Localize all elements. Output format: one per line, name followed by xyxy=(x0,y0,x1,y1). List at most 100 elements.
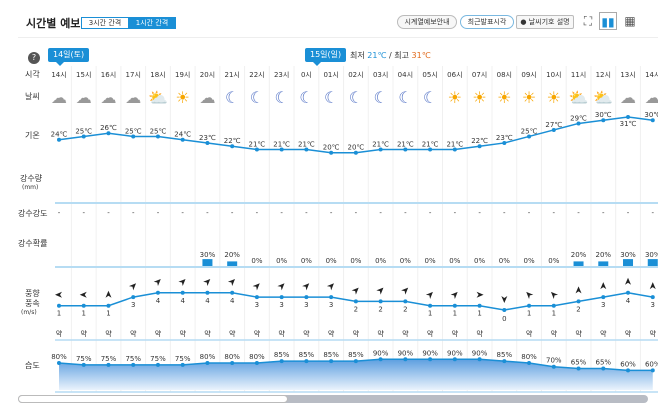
prob-bar xyxy=(202,259,213,266)
wind-strength-label: 약 xyxy=(204,329,211,338)
intensity-value: - xyxy=(355,209,358,217)
date-badge-day1: 14일(토) xyxy=(48,48,90,66)
symbol-legend-button[interactable]: ● 날씨기호 설명 xyxy=(516,15,574,29)
temp-label: 22℃ xyxy=(224,137,241,145)
prob-label: 0% xyxy=(425,257,436,265)
wind-line xyxy=(59,292,653,311)
temp-label: 26℃ xyxy=(100,124,117,132)
hour-label: 14시 xyxy=(645,71,658,79)
sunny-icon: ☀ xyxy=(448,88,462,107)
divider xyxy=(18,37,658,38)
temp-label: 31℃ xyxy=(620,120,637,128)
table-icon[interactable]: ▦ xyxy=(624,14,636,28)
wind-speed-label: 3 xyxy=(279,301,283,309)
humidity-label: 80% xyxy=(521,353,537,361)
row-label-intensity: 강수강도 xyxy=(18,209,48,218)
prob-label: 0% xyxy=(251,257,262,265)
intensity-value: - xyxy=(651,209,654,217)
wind-strength-label: 약 xyxy=(179,329,186,338)
guide-button[interactable]: 시계열예보안내 xyxy=(397,15,457,29)
intensity-value: - xyxy=(404,209,407,217)
temp-label: 21℃ xyxy=(397,140,414,148)
separator: / xyxy=(389,51,392,60)
prob-label: 30% xyxy=(200,251,216,259)
wind-direction-arrow-icon xyxy=(376,287,384,295)
prob-label: 20% xyxy=(571,251,587,259)
wind-speed-label: 1 xyxy=(527,310,531,318)
hour-label: 01시 xyxy=(323,71,338,79)
wind-direction-arrow-icon xyxy=(128,283,137,291)
cloudy-icon: ☁ xyxy=(125,88,141,107)
humidity-point xyxy=(279,359,284,364)
bar-chart-icon[interactable]: ▮▮ xyxy=(599,12,617,30)
wind-direction-arrow-icon xyxy=(105,290,112,298)
wind-speed-label: 1 xyxy=(428,310,432,318)
temp-label: 30℃ xyxy=(644,111,658,119)
wind-speed-label: 3 xyxy=(304,301,308,309)
humidity-label: 85% xyxy=(274,351,290,359)
hour-label: 22시 xyxy=(249,71,264,79)
humidity-point xyxy=(106,362,111,367)
interval-3h-tab[interactable]: 3시간 간격 xyxy=(81,17,129,29)
humidity-label: 75% xyxy=(76,355,92,363)
intensity-value: - xyxy=(157,209,160,217)
clear-night-icon: ☾ xyxy=(299,88,313,107)
prob-label: 0% xyxy=(474,257,485,265)
prob-bar xyxy=(647,259,658,266)
wind-direction-arrow-icon xyxy=(476,291,484,298)
wind-direction-arrow-icon xyxy=(277,283,285,291)
humidity-label: 90% xyxy=(472,349,488,357)
line-chart-icon[interactable]: ⛶ xyxy=(583,14,593,28)
humidity-label: 80% xyxy=(224,353,240,361)
wind-strength-label: 약 xyxy=(551,329,558,338)
wind-speed-label: 4 xyxy=(230,297,235,305)
humidity-label: 90% xyxy=(398,349,414,357)
wind-strength-label: 약 xyxy=(402,329,409,338)
humidity-label: 85% xyxy=(323,351,339,359)
humidity-point xyxy=(180,362,185,367)
wind-speed-label: 4 xyxy=(156,297,161,305)
prob-label: 0% xyxy=(301,257,312,265)
row-label-wind-dir: 풍향 xyxy=(25,289,40,298)
temp-label: 23℃ xyxy=(496,134,513,142)
scrollbar-thumb[interactable] xyxy=(18,395,288,403)
intensity-value: - xyxy=(503,209,506,217)
help-icon[interactable]: ? xyxy=(28,52,40,64)
prob-label: 0% xyxy=(548,257,559,265)
prob-label: 20% xyxy=(224,251,240,259)
clear-night-icon: ☾ xyxy=(398,88,412,107)
humidity-point xyxy=(329,359,334,364)
prob-label: 0% xyxy=(524,257,535,265)
humidity-point xyxy=(131,362,136,367)
hour-label: 15시 xyxy=(76,71,91,79)
humidity-point xyxy=(230,361,235,365)
horizontal-scrollbar[interactable] xyxy=(18,395,648,403)
hour-label: 05시 xyxy=(422,71,437,79)
temp-label: 21℃ xyxy=(273,140,290,148)
temp-label: 25℃ xyxy=(521,127,538,135)
wind-direction-arrow-icon xyxy=(526,291,534,299)
wind-strength-label: 약 xyxy=(105,329,112,338)
intensity-value: - xyxy=(602,209,605,217)
wind-speed-label: 4 xyxy=(205,297,210,305)
wind-strength-label: 약 xyxy=(650,329,657,338)
humidity-point xyxy=(155,362,160,367)
wind-speed-label: 3 xyxy=(255,301,259,309)
prob-label: 0% xyxy=(449,257,460,265)
humidity-label: 75% xyxy=(150,355,166,363)
partly-cloudy-day-icon: ⛅ xyxy=(593,88,613,107)
temp-label: 29℃ xyxy=(570,114,587,122)
sunny-icon: ☀ xyxy=(522,88,536,107)
recent-release-button[interactable]: 최근발표시각 xyxy=(460,15,514,29)
temp-label: 20℃ xyxy=(347,144,364,152)
interval-1h-tab[interactable]: 1시간 간격 xyxy=(128,17,176,29)
hour-label: 08시 xyxy=(497,71,512,79)
humidity-label: 75% xyxy=(101,355,117,363)
humidity-label: 65% xyxy=(595,359,611,367)
humidity-label: 85% xyxy=(497,351,513,359)
row-label-humidity: 습도 xyxy=(25,361,40,370)
humidity-point xyxy=(502,359,507,364)
prob-label: 30% xyxy=(620,251,636,259)
prob-label: 0% xyxy=(499,257,510,265)
